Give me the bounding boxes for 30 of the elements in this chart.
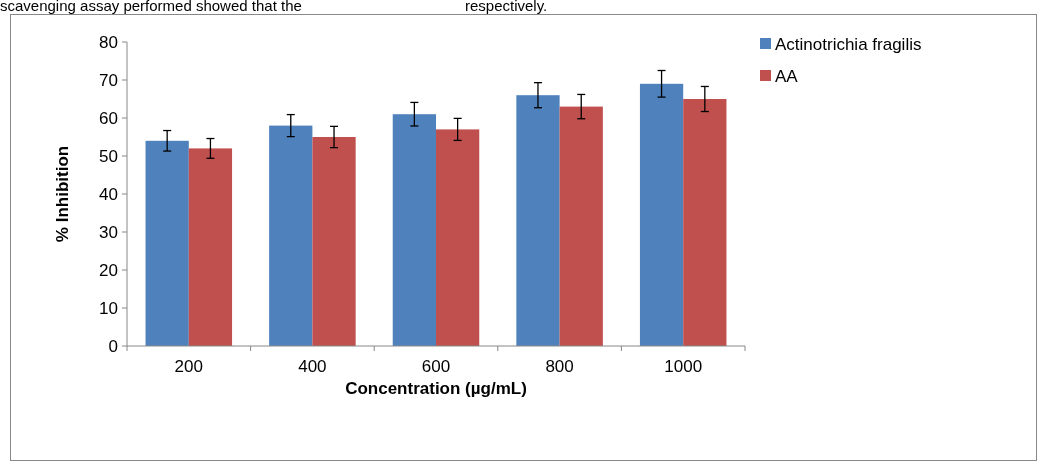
legend-label: Actinotrichia fragilis xyxy=(775,34,922,54)
x-tick-label: 400 xyxy=(298,357,327,376)
y-tick-label: 40 xyxy=(99,184,118,204)
x-axis-title: Concentration (µg/mL) xyxy=(345,379,527,398)
y-tick-label: 10 xyxy=(99,298,118,318)
y-axis-title: % Inhibition xyxy=(53,145,72,243)
x-tick-label: 800 xyxy=(545,357,574,376)
x-tick-label: 600 xyxy=(421,357,451,376)
y-tick-label: 50 xyxy=(99,146,118,166)
bar xyxy=(145,140,189,346)
bar xyxy=(683,99,727,346)
bar xyxy=(269,125,313,346)
bar xyxy=(559,106,603,346)
x-tick-label: 200 xyxy=(174,357,203,376)
y-tick-label: 80 xyxy=(99,32,118,52)
legend-label: AA xyxy=(775,66,799,86)
bar xyxy=(188,148,233,346)
text: respectively. xyxy=(465,0,548,14)
y-tick-label: 60 xyxy=(99,108,118,128)
y-tick-label: 20 xyxy=(99,260,118,280)
text: scavenging assay performed showed that the xyxy=(0,0,302,14)
y-tick-label: 0 xyxy=(108,336,118,356)
bar xyxy=(312,137,356,346)
bar xyxy=(639,83,684,346)
y-tick-label: 70 xyxy=(99,70,118,90)
bar xyxy=(436,129,480,346)
y-tick-label: 30 xyxy=(99,222,118,242)
bar xyxy=(516,95,560,346)
x-tick-label: 1000 xyxy=(664,357,703,376)
bar xyxy=(392,114,436,346)
